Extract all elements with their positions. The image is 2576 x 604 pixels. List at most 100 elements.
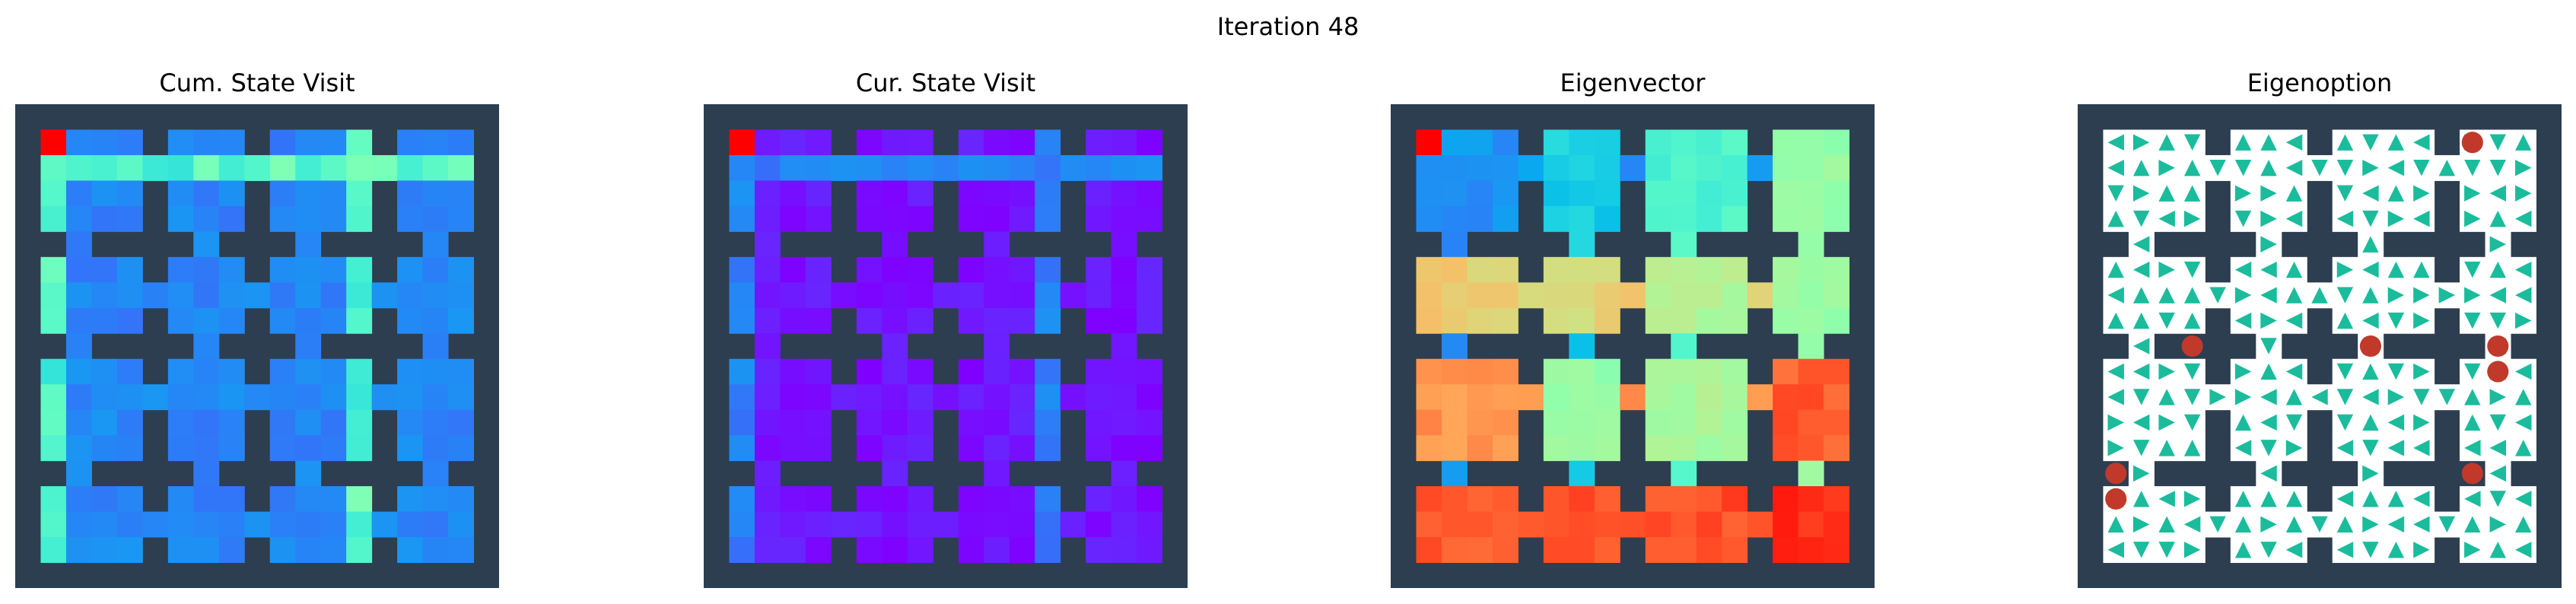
- grid-cell: [193, 282, 219, 308]
- grid-cell: [959, 308, 984, 334]
- grid-cell: [1416, 180, 1442, 206]
- grid-cell: [295, 537, 321, 563]
- grid-cell: [1467, 257, 1493, 283]
- grid-cell: [295, 512, 321, 538]
- grid-cell: [1824, 308, 1849, 334]
- grid-cell: [1035, 308, 1061, 334]
- grid-cell: [1493, 384, 1519, 410]
- grid-cell: [1086, 384, 1111, 410]
- grid-cell: [1671, 308, 1697, 334]
- grid-cell: [397, 359, 423, 385]
- grid-cell: [193, 333, 219, 359]
- grid-cell: [193, 537, 219, 563]
- grid-cell: [755, 359, 781, 385]
- grid-cell: [1671, 359, 1697, 385]
- grid-cell: [984, 231, 1010, 257]
- grid-cell: [959, 129, 984, 155]
- grid-cell: [295, 486, 321, 512]
- grid-cell: [1671, 206, 1697, 232]
- grid-cell: [806, 384, 832, 410]
- grid-cell: [66, 384, 92, 410]
- grid-cell: [1773, 537, 1798, 563]
- grid-cell: [857, 308, 883, 334]
- grid-cell: [1010, 308, 1035, 334]
- grid-cell: [1111, 461, 1137, 487]
- grid-cell: [1111, 486, 1137, 512]
- grid-cell: [91, 308, 117, 334]
- grid-cell: [321, 410, 347, 436]
- grid-cell: [780, 384, 806, 410]
- grid-cell: [1569, 435, 1595, 461]
- grid-cell: [168, 155, 194, 181]
- grid-cell: [1697, 129, 1722, 155]
- grid-cell: [857, 359, 883, 385]
- grid-cell: [1697, 512, 1722, 538]
- grid-cell: [66, 257, 92, 283]
- grid-cell: [66, 231, 92, 257]
- grid-cell: [857, 410, 883, 436]
- grid-cell: [1416, 308, 1442, 334]
- grid-cell: [984, 537, 1010, 563]
- grid-cell: [117, 180, 143, 206]
- grid-cell: [882, 537, 908, 563]
- grid-cell: [1137, 282, 1162, 308]
- grid-cell: [1569, 486, 1595, 512]
- grid-cell: [1798, 512, 1824, 538]
- grid-cell: [1111, 129, 1137, 155]
- grid-cell: [984, 257, 1010, 283]
- grid-cell: [1416, 257, 1442, 283]
- grid-cell: [295, 359, 321, 385]
- grid-cell: [908, 410, 933, 436]
- grid-cell: [755, 129, 781, 155]
- grid-cell: [984, 384, 1010, 410]
- grid-cell: [244, 282, 270, 308]
- grid-cell: [1137, 359, 1162, 385]
- grid-cell: [806, 435, 832, 461]
- grid-cell: [755, 410, 781, 436]
- grid-cell: [117, 155, 143, 181]
- grid-cell: [1493, 435, 1519, 461]
- grid-cell: [806, 486, 832, 512]
- grid-cell: [1569, 410, 1595, 436]
- terminal-state-marker: [2105, 463, 2126, 484]
- grid-cell: [40, 359, 66, 385]
- grid-cell: [1416, 486, 1442, 512]
- grid-cell: [91, 359, 117, 385]
- grid-cell: [1086, 282, 1111, 308]
- grid-cell: [1646, 410, 1671, 436]
- grid-cell: [1442, 486, 1468, 512]
- grid-cell: [857, 180, 883, 206]
- grid-cell: [1061, 384, 1086, 410]
- grid-cell: [168, 206, 194, 232]
- grid-cell: [1620, 282, 1646, 308]
- grid-cell: [1467, 410, 1493, 436]
- grid-cell: [91, 537, 117, 563]
- grid-cell: [346, 359, 372, 385]
- grid-cell: [882, 308, 908, 334]
- grid-cell: [1569, 333, 1595, 359]
- grid-cell: [1416, 512, 1442, 538]
- grid-cell: [1086, 206, 1111, 232]
- grid-cell: [755, 435, 781, 461]
- grid-cell: [397, 282, 423, 308]
- grid-cell: [397, 384, 423, 410]
- grid-cell: [423, 257, 449, 283]
- grid-cell: [1798, 435, 1824, 461]
- grid-cell: [1748, 155, 1773, 181]
- grid-cell: [857, 282, 883, 308]
- grid-cell: [1544, 308, 1569, 334]
- grid-cell: [1086, 512, 1111, 538]
- grid-cell: [831, 384, 857, 410]
- grid-cell: [1416, 537, 1442, 563]
- grid-cell: [66, 180, 92, 206]
- grid-cell: [857, 512, 883, 538]
- grid-cell: [1748, 384, 1773, 410]
- grid-cell: [423, 537, 449, 563]
- grid-cell: [1416, 410, 1442, 436]
- grid-cell: [729, 257, 755, 283]
- grid-cell: [219, 129, 245, 155]
- grid-cell: [1595, 206, 1620, 232]
- grid-cell: [117, 537, 143, 563]
- grid-cell: [448, 282, 474, 308]
